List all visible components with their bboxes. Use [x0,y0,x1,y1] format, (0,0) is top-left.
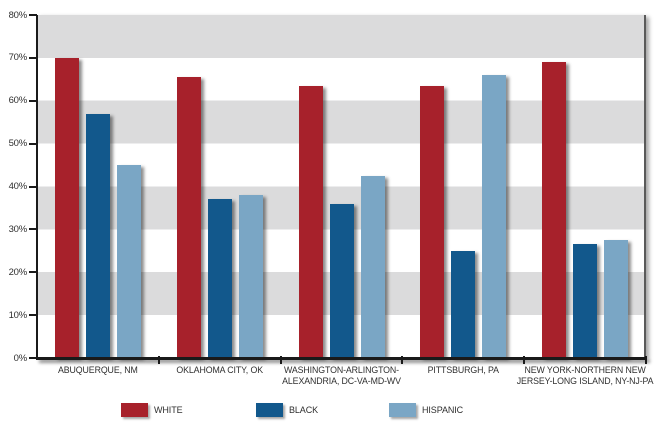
legend-label: BLACK [289,405,319,415]
y-axis-label: 60% [8,95,28,107]
chart-legend: WHITE BLACK HISPANIC [0,403,660,425]
x-axis-label-group4: PITTSBURGH, PA [427,365,499,375]
x-tick [157,356,160,364]
y-axis-label: 80% [8,9,28,21]
bar-white-group1 [54,57,79,358]
y-axis-label: 50% [8,138,28,150]
bar-hispanic-group3 [360,175,385,358]
y-tick-60% [29,99,37,102]
bar-black-group2 [207,199,232,358]
bar-hispanic-group1 [116,165,141,358]
bar-white-group3 [298,85,323,358]
y-axis-label: 20% [8,266,28,278]
x-axis-line [36,357,647,360]
y-tick-80% [29,14,37,16]
legend-item-hispanic: HISPANIC [389,403,463,417]
legend-label: HISPANIC [422,405,464,415]
bar-hispanic-group4 [482,75,507,358]
bar-white-group5 [542,62,567,358]
bar-black-group1 [85,113,110,358]
x-tick [645,356,647,364]
bar-black-group5 [573,244,598,358]
y-tick-50% [29,142,37,145]
bar-black-group3 [329,203,354,358]
legend-swatch-hispanic [389,403,416,417]
y-axis-label: 70% [8,52,28,64]
plot-area [37,15,646,358]
x-axis-label-group2: OKLAHOMA CITY, OK [176,365,263,375]
legend-item-black: BLACK [256,403,318,417]
y-axis-label: 0% [13,352,28,364]
bar-hispanic-group5 [604,240,629,358]
legend-swatch-black [256,403,283,417]
y-tick-30% [29,228,37,231]
legend-label: WHITE [154,405,183,415]
y-tick-40% [29,185,37,188]
legend-swatch-white [121,403,148,417]
x-axis-label-group5: NEW YORK-NORTHERN NEW JERSEY-LONG ISLAND… [516,365,654,386]
x-axis-label-group1: ABUQUERQUE, NM [58,365,138,375]
y-tick-20% [29,271,37,274]
y-axis-label: 40% [8,181,28,192]
x-tick [279,356,282,364]
y-axis-line [36,15,38,359]
bar-white-group4 [420,85,445,358]
y-axis-label: 30% [8,223,28,235]
x-tick [401,356,404,364]
bar-hispanic-group2 [238,195,263,358]
x-tick [523,356,526,364]
y-axis-label: 10% [8,309,28,321]
bar-black-group4 [451,250,476,358]
y-tick-10% [29,314,37,317]
legend-item-white: WHITE [121,403,183,417]
x-axis-label-group3: WASHINGTON-ARLINGTON- ALEXANDRIA, DC-VA-… [282,365,401,386]
y-tick-70% [29,56,37,59]
y-tick-0% [29,357,37,359]
bar-white-group2 [176,77,201,358]
